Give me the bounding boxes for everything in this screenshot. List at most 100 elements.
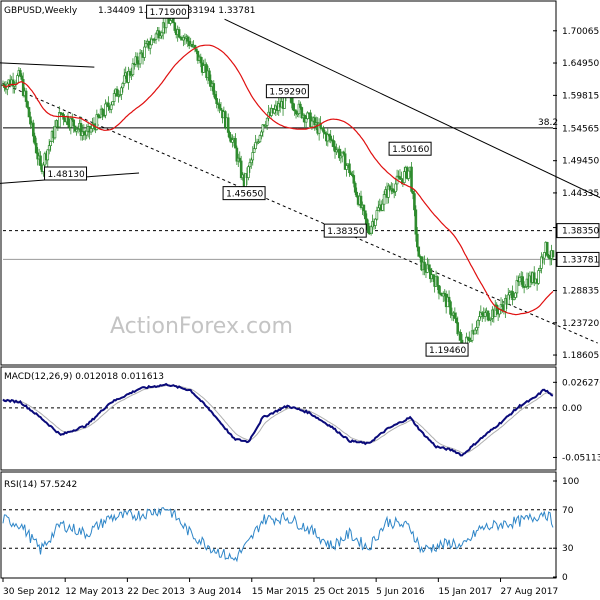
macd-tick-label: 0.00 xyxy=(562,404,582,414)
candle-body xyxy=(476,319,480,328)
candle-body xyxy=(186,36,190,42)
candle-body xyxy=(107,102,110,108)
candle-body xyxy=(70,118,74,121)
price-annotation-box xyxy=(388,141,432,156)
candle-body xyxy=(478,316,481,321)
candle-body xyxy=(144,43,148,48)
candle-body xyxy=(436,276,439,286)
time-tick-label: 15 Mar 2015 xyxy=(252,587,309,597)
rsi-label: RSI(14) 57.5242 xyxy=(4,480,77,490)
marked-level-label: 1.38350 xyxy=(562,227,599,237)
candle-body xyxy=(345,165,348,170)
candle-body xyxy=(66,115,70,126)
candle-body xyxy=(160,32,164,37)
candle-body xyxy=(515,280,519,294)
candle-body xyxy=(417,246,421,257)
candle-body xyxy=(338,148,341,159)
candle-body xyxy=(359,195,363,208)
candle-body xyxy=(501,304,504,308)
candle-body xyxy=(69,118,73,128)
candle-body xyxy=(454,317,458,323)
candle-body xyxy=(339,155,343,159)
candle-body xyxy=(366,223,370,234)
candle-body xyxy=(273,109,276,114)
price-tick-label: 1.44335 xyxy=(562,189,599,199)
price-tick-label: 1.64950 xyxy=(562,59,599,69)
candle-body xyxy=(75,128,78,132)
candle-body xyxy=(177,29,181,38)
candle-body xyxy=(306,112,309,119)
watermark: ActionForex.com xyxy=(110,314,293,339)
candle-body xyxy=(27,107,31,118)
candle-body xyxy=(355,191,358,197)
price-tick-label: 1.54565 xyxy=(562,124,599,134)
price-annotation-label: 1.48130 xyxy=(48,170,85,180)
candle-body xyxy=(72,119,76,127)
price-tick-label: 1.70065 xyxy=(562,27,599,37)
candle-body xyxy=(545,241,549,256)
candle-body xyxy=(199,56,203,64)
rsi-axis: 100 70 30 0 xyxy=(3,477,579,583)
candle-body xyxy=(96,114,100,118)
price-panel: GBPUSD,Weekly 1.34409 1.35380 1.33194 1.… xyxy=(0,0,600,366)
candle-body xyxy=(377,207,380,211)
candle-body xyxy=(470,330,474,341)
candle-body xyxy=(459,332,462,341)
candle-body xyxy=(410,166,413,192)
candle-body xyxy=(120,87,123,95)
candle-body xyxy=(195,48,198,52)
candle-body xyxy=(101,108,104,116)
candle-body xyxy=(34,142,38,154)
candle-body xyxy=(511,291,514,300)
candle-body xyxy=(138,52,142,65)
candle-body xyxy=(537,270,540,284)
time-tick-label: 3 Aug 2014 xyxy=(190,587,242,597)
candle-body xyxy=(293,109,296,112)
candle-body xyxy=(518,276,522,283)
candle-body xyxy=(118,94,122,96)
candle-body xyxy=(547,254,550,259)
candle-body xyxy=(264,125,268,127)
time-tick-label: 27 Aug 2017 xyxy=(501,587,559,597)
candle-body xyxy=(327,134,331,137)
candle-body xyxy=(304,118,308,123)
candle-body xyxy=(329,135,332,141)
candle-body xyxy=(375,210,379,220)
candle-body xyxy=(349,172,353,176)
candle-body xyxy=(447,296,451,303)
candle-body xyxy=(437,285,441,294)
candle-body xyxy=(369,226,373,234)
price-annotation-label: 1.45650 xyxy=(226,190,263,200)
rsi-tick-label: 30 xyxy=(562,544,574,554)
trendline xyxy=(224,18,600,199)
candle-body xyxy=(121,83,125,89)
candle-body xyxy=(213,94,217,99)
price-annotation-box xyxy=(425,342,469,357)
chart-header-symbol: GBPUSD,Weekly xyxy=(4,6,78,16)
candle-body xyxy=(238,157,242,162)
price-tick-label: 1.49450 xyxy=(562,157,599,167)
candle-body xyxy=(335,149,338,153)
candle-body xyxy=(333,146,337,153)
candle-body xyxy=(467,337,471,342)
candle-body xyxy=(291,102,295,111)
candle-body xyxy=(32,122,35,137)
candle-body xyxy=(403,171,406,183)
candle-body xyxy=(310,120,314,128)
candle-body xyxy=(60,112,64,115)
candle-body xyxy=(11,79,15,87)
candle-body xyxy=(130,74,133,76)
price-annotation-box xyxy=(146,4,190,19)
candle-body xyxy=(46,149,50,161)
candle-body xyxy=(24,90,28,102)
candle-body xyxy=(226,117,230,133)
price-annotation-box xyxy=(222,186,266,201)
candle-body xyxy=(252,148,256,153)
candle-body xyxy=(235,147,239,162)
candle-body xyxy=(431,274,435,280)
candle-body xyxy=(456,322,460,335)
candle-body xyxy=(21,79,25,96)
candle-body xyxy=(57,112,61,128)
candle-body xyxy=(29,116,32,125)
rsi-panel: RSI(14) 57.5242 100 70 30 0 xyxy=(0,471,579,583)
